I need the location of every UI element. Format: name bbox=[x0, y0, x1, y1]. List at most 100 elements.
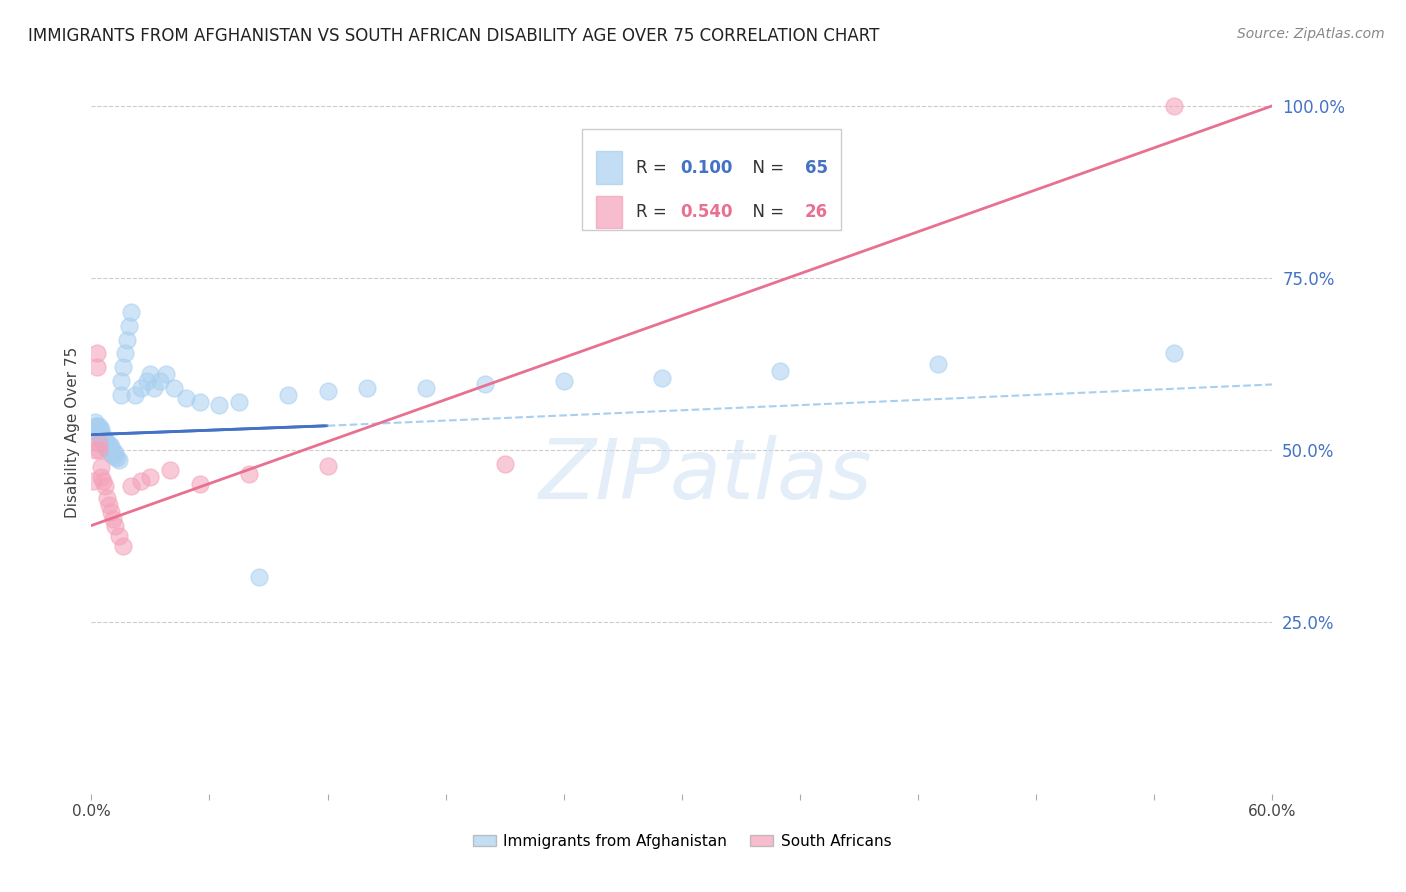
Point bbox=[316, 384, 339, 399]
Point bbox=[104, 518, 127, 533]
Point bbox=[98, 437, 121, 451]
Point bbox=[89, 418, 111, 433]
Text: 26: 26 bbox=[804, 203, 828, 221]
Point bbox=[163, 381, 186, 395]
Point bbox=[90, 429, 112, 443]
Point bbox=[115, 333, 138, 347]
Point bbox=[100, 439, 122, 453]
Point bbox=[238, 467, 260, 481]
Point bbox=[82, 474, 104, 488]
Point bbox=[155, 367, 177, 381]
Text: N =: N = bbox=[742, 159, 790, 177]
Point bbox=[114, 346, 136, 360]
Point bbox=[90, 470, 112, 484]
Point bbox=[89, 429, 111, 443]
Point bbox=[208, 398, 231, 412]
Point bbox=[927, 357, 949, 371]
Point bbox=[174, 391, 197, 405]
Point bbox=[143, 381, 166, 395]
Point bbox=[139, 470, 162, 484]
Point bbox=[104, 450, 127, 464]
Text: 65: 65 bbox=[804, 159, 828, 177]
Point bbox=[84, 442, 107, 457]
Legend: Immigrants from Afghanistan, South Africans: Immigrants from Afghanistan, South Afric… bbox=[467, 828, 897, 855]
Point bbox=[188, 477, 211, 491]
Bar bbox=[596, 196, 621, 228]
Point bbox=[89, 422, 111, 436]
Text: ZIPatlas: ZIPatlas bbox=[538, 435, 872, 516]
Point bbox=[108, 453, 131, 467]
Point bbox=[96, 439, 118, 453]
Point bbox=[94, 479, 117, 493]
Point bbox=[120, 305, 142, 319]
Text: Source: ZipAtlas.com: Source: ZipAtlas.com bbox=[1237, 27, 1385, 41]
Point bbox=[96, 491, 118, 505]
Point bbox=[651, 370, 673, 384]
Point bbox=[110, 388, 132, 402]
Point bbox=[316, 459, 339, 474]
Point bbox=[129, 474, 152, 488]
Point bbox=[96, 442, 118, 457]
Point bbox=[96, 436, 118, 450]
Point bbox=[105, 451, 128, 466]
Point bbox=[90, 422, 112, 436]
Point bbox=[1163, 346, 1185, 360]
Point bbox=[91, 474, 114, 488]
Point bbox=[86, 360, 108, 375]
Point bbox=[91, 436, 114, 450]
Point bbox=[86, 418, 108, 433]
Point bbox=[769, 364, 792, 378]
Point bbox=[553, 374, 575, 388]
Point bbox=[159, 463, 181, 477]
Text: N =: N = bbox=[742, 203, 790, 221]
Text: R =: R = bbox=[636, 159, 672, 177]
Point bbox=[90, 433, 112, 447]
Point bbox=[277, 388, 299, 402]
Point bbox=[98, 498, 121, 512]
Point bbox=[86, 425, 108, 440]
Point bbox=[94, 433, 117, 447]
Text: IMMIGRANTS FROM AFGHANISTAN VS SOUTH AFRICAN DISABILITY AGE OVER 75 CORRELATION : IMMIGRANTS FROM AFGHANISTAN VS SOUTH AFR… bbox=[28, 27, 880, 45]
Point bbox=[356, 381, 378, 395]
Point bbox=[84, 415, 107, 429]
Point bbox=[89, 442, 111, 457]
Point bbox=[149, 374, 172, 388]
Point bbox=[91, 429, 114, 443]
Point bbox=[94, 439, 117, 453]
Point bbox=[90, 425, 112, 440]
Point bbox=[139, 367, 162, 381]
Point bbox=[124, 388, 146, 402]
Point bbox=[108, 529, 131, 543]
Point bbox=[100, 446, 122, 460]
FancyBboxPatch shape bbox=[582, 129, 841, 230]
Point bbox=[98, 444, 121, 458]
Text: 0.100: 0.100 bbox=[681, 159, 733, 177]
Point bbox=[94, 436, 117, 450]
Y-axis label: Disability Age Over 75: Disability Age Over 75 bbox=[65, 347, 80, 518]
Point bbox=[86, 346, 108, 360]
Point bbox=[89, 425, 111, 440]
Point bbox=[100, 442, 122, 457]
Text: 0.540: 0.540 bbox=[681, 203, 733, 221]
Point bbox=[98, 441, 121, 455]
Point bbox=[135, 374, 157, 388]
Point bbox=[494, 457, 516, 471]
Point bbox=[1163, 99, 1185, 113]
Point bbox=[110, 374, 132, 388]
Point bbox=[101, 448, 124, 462]
Point bbox=[84, 418, 107, 433]
Point bbox=[82, 422, 104, 436]
Point bbox=[111, 539, 134, 553]
Point bbox=[100, 505, 122, 519]
Point bbox=[247, 570, 270, 584]
Point bbox=[111, 360, 134, 375]
Point bbox=[104, 446, 127, 460]
Point bbox=[188, 394, 211, 409]
Point bbox=[86, 422, 108, 436]
Point bbox=[118, 318, 141, 333]
Point bbox=[89, 436, 111, 450]
Bar bbox=[596, 152, 621, 184]
Point bbox=[120, 478, 142, 492]
Point bbox=[228, 394, 250, 409]
Point bbox=[101, 511, 124, 525]
